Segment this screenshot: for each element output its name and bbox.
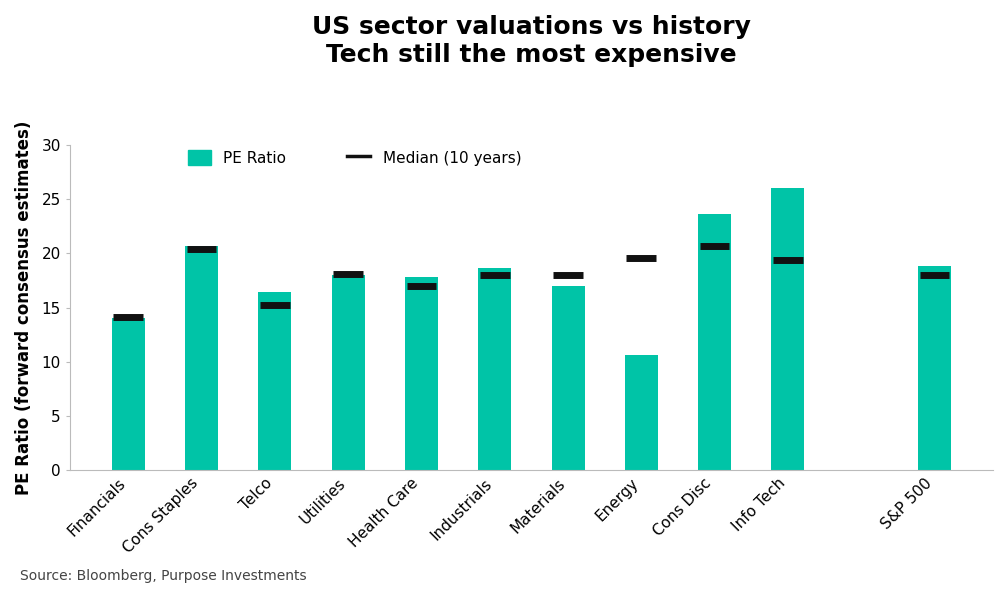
Bar [405,277,437,470]
Bar [112,319,145,470]
Title: US sector valuations vs history
Tech still the most expensive: US sector valuations vs history Tech sti… [311,15,751,67]
Bar [771,188,804,470]
Bar [185,246,218,470]
Bar [551,286,585,470]
Bar [332,275,365,470]
Bar [918,266,951,470]
Y-axis label: PE Ratio (forward consensus estimates): PE Ratio (forward consensus estimates) [15,120,33,495]
Bar [625,355,658,470]
Bar [478,267,511,470]
Bar [258,293,291,470]
Text: Source: Bloomberg, Purpose Investments: Source: Bloomberg, Purpose Investments [20,569,306,583]
Legend: PE Ratio, Median (10 years): PE Ratio, Median (10 years) [188,150,521,166]
Bar [699,214,731,470]
